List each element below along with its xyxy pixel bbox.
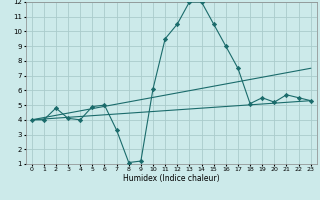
X-axis label: Humidex (Indice chaleur): Humidex (Indice chaleur) (123, 174, 220, 183)
